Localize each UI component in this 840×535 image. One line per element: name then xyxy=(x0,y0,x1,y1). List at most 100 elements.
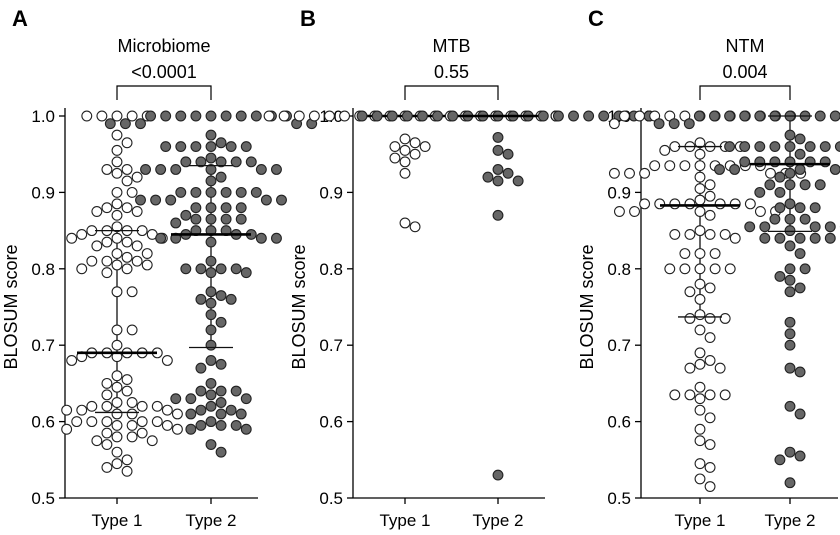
y-tick-label: 0.7 xyxy=(607,336,631,355)
data-point xyxy=(126,110,138,122)
y-axis-label: BLOSUM score xyxy=(577,244,597,369)
data-point xyxy=(709,248,721,259)
data-point xyxy=(809,202,821,214)
x-tick-label: Type 2 xyxy=(472,511,523,530)
data-point xyxy=(694,473,706,485)
data-point xyxy=(784,179,796,191)
data-point xyxy=(111,110,123,122)
data-point xyxy=(86,400,98,412)
data-point xyxy=(694,137,706,149)
data-point xyxy=(729,164,741,175)
data-point xyxy=(121,251,133,263)
data-point xyxy=(814,179,826,191)
data-point xyxy=(155,232,167,244)
data-point xyxy=(694,358,706,370)
data-point xyxy=(754,141,766,153)
data-point xyxy=(629,206,640,217)
data-point xyxy=(694,381,706,393)
data-point xyxy=(694,194,706,206)
data-point xyxy=(136,427,148,439)
data-point xyxy=(482,171,494,183)
data-point xyxy=(66,355,78,366)
data-point xyxy=(175,141,187,153)
data-point xyxy=(205,129,217,141)
data-point xyxy=(704,228,716,240)
data-point xyxy=(276,194,287,206)
data-point xyxy=(724,110,736,122)
data-point xyxy=(205,286,217,298)
data-point xyxy=(784,129,796,141)
data-point xyxy=(649,160,661,172)
data-point xyxy=(170,393,182,405)
data-point xyxy=(744,198,756,210)
data-point xyxy=(111,156,123,168)
data-point xyxy=(409,221,421,233)
data-point xyxy=(693,110,705,122)
data-point xyxy=(111,232,123,244)
data-point xyxy=(684,313,696,324)
data-point xyxy=(704,481,716,492)
y-tick-label: 0.5 xyxy=(319,489,343,508)
panel-title: MTB xyxy=(433,36,471,56)
data-point xyxy=(96,110,108,122)
data-point xyxy=(111,248,123,259)
data-point xyxy=(619,110,630,122)
data-point xyxy=(160,141,172,153)
significance-bracket xyxy=(116,85,212,100)
data-point xyxy=(399,217,411,229)
data-point xyxy=(669,198,681,210)
data-point xyxy=(492,131,504,143)
data-point xyxy=(684,389,696,401)
data-point xyxy=(180,263,192,275)
data-point xyxy=(263,110,275,122)
data-point xyxy=(135,194,146,206)
data-point xyxy=(694,435,706,447)
data-point xyxy=(230,419,242,431)
data-point xyxy=(804,141,816,153)
data-point xyxy=(704,179,716,191)
data-point xyxy=(683,118,695,130)
data-point xyxy=(111,198,123,210)
data-point xyxy=(784,362,796,374)
data-point xyxy=(230,385,242,397)
data-point xyxy=(205,309,217,321)
x-tick-label: Type 1 xyxy=(674,511,725,530)
y-axis-label: BLOSUM score xyxy=(1,244,21,369)
data-point xyxy=(190,202,202,214)
data-point xyxy=(240,423,252,435)
x-tick-label: Type 1 xyxy=(91,511,142,530)
data-point xyxy=(724,141,736,153)
data-point xyxy=(215,419,227,431)
data-point xyxy=(714,164,725,175)
data-point xyxy=(704,282,716,294)
data-point xyxy=(101,439,113,450)
data-point xyxy=(694,309,706,321)
data-point xyxy=(126,408,138,420)
data-point xyxy=(111,339,123,351)
data-point xyxy=(356,110,368,122)
data-point xyxy=(205,339,217,351)
data-point xyxy=(66,232,78,244)
data-point xyxy=(794,408,806,420)
panel-label: B xyxy=(300,6,316,31)
data-point xyxy=(694,148,706,160)
data-point xyxy=(598,110,610,122)
data-point xyxy=(502,167,514,179)
data-point xyxy=(694,248,706,259)
data-point xyxy=(754,110,766,122)
data-point xyxy=(784,477,796,489)
data-point xyxy=(694,206,706,217)
data-point xyxy=(409,148,421,160)
data-point xyxy=(784,286,796,298)
data-point xyxy=(190,213,202,225)
data-point xyxy=(136,416,148,428)
data-point xyxy=(235,408,247,420)
data-point xyxy=(799,213,811,225)
data-point xyxy=(86,416,98,428)
data-point xyxy=(121,137,133,149)
data-point xyxy=(205,297,217,309)
data-point xyxy=(121,454,133,466)
data-point xyxy=(794,133,806,145)
data-point xyxy=(101,416,113,428)
data-point xyxy=(694,278,706,290)
